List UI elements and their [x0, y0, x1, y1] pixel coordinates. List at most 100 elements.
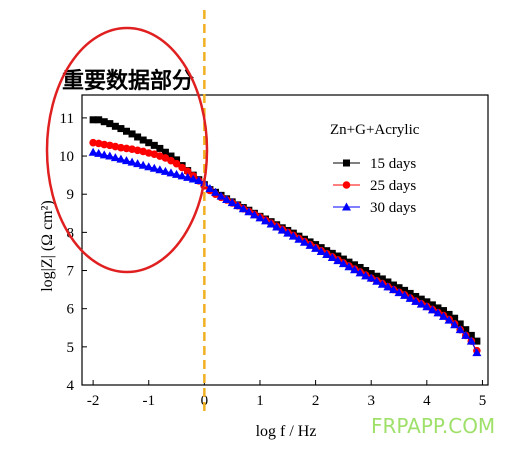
- data-point: [450, 320, 460, 329]
- x-tick-label: 1: [256, 393, 264, 409]
- data-point: [406, 289, 414, 297]
- data-point: [305, 240, 315, 249]
- data-point: [139, 136, 147, 144]
- data-point: [88, 147, 98, 156]
- data-point: [161, 148, 169, 156]
- data-point: [401, 286, 409, 294]
- watermark: FRPAPP.COM: [371, 414, 495, 438]
- data-point: [89, 138, 97, 147]
- data-point: [350, 265, 360, 274]
- data-point: [122, 144, 131, 153]
- series-line: [93, 142, 478, 351]
- data-point: [249, 210, 259, 219]
- data-point: [128, 130, 136, 138]
- data-point: [462, 326, 470, 334]
- data-point: [334, 252, 342, 260]
- data-point: [427, 305, 437, 314]
- data-point: [445, 310, 453, 318]
- plot-frame: [81, 94, 489, 386]
- data-point: [117, 143, 125, 152]
- series-25-days: [89, 138, 481, 355]
- data-point: [394, 288, 404, 297]
- y-axis: 4 5 6 7 8 9 10 11: [59, 111, 87, 394]
- series-layer: [88, 116, 482, 357]
- data-point: [434, 304, 442, 312]
- data-point: [173, 156, 181, 164]
- data-point: [138, 160, 148, 169]
- data-point: [416, 299, 426, 308]
- data-point: [422, 302, 432, 311]
- data-point: [345, 258, 353, 266]
- data-point: [367, 270, 375, 278]
- y-axis-label: log|Z| (Ω cm²): [39, 200, 56, 292]
- legend-marker: [342, 202, 351, 211]
- data-point: [95, 116, 103, 124]
- data-point: [100, 118, 108, 126]
- data-point: [351, 261, 359, 269]
- data-point: [400, 290, 410, 299]
- data-point: [440, 307, 448, 315]
- data-point: [94, 148, 104, 157]
- data-point: [456, 320, 464, 328]
- data-point: [412, 292, 420, 300]
- y-tick-label: 4: [67, 378, 75, 394]
- y-tick-label: 5: [67, 340, 75, 356]
- data-point: [339, 255, 347, 263]
- data-point: [444, 315, 454, 324]
- y-tick-label: 6: [67, 302, 75, 318]
- y-tick-label: 9: [67, 187, 75, 203]
- data-point: [316, 246, 326, 255]
- y-tick-label: 10: [59, 149, 74, 165]
- data-point: [106, 120, 114, 128]
- x-tick-label: 3: [367, 393, 375, 409]
- data-point: [344, 262, 354, 271]
- data-point: [144, 162, 154, 171]
- chart-heading: 重要数据部分: [62, 68, 194, 94]
- data-point: [134, 133, 142, 141]
- data-point: [338, 259, 348, 268]
- data-point: [266, 219, 276, 228]
- legend-marker: [342, 181, 351, 189]
- data-point: [277, 225, 287, 234]
- chart-subtitle: Zn+G+Acrylic: [330, 122, 420, 138]
- data-point: [167, 152, 175, 160]
- x-tick-label: -1: [142, 393, 155, 409]
- data-point: [183, 167, 192, 176]
- data-point: [466, 336, 476, 345]
- data-point: [166, 168, 176, 177]
- data-point: [423, 298, 431, 306]
- x-axis: -2 -1 0 1 2 3 4 5: [87, 380, 486, 409]
- x-tick-label: 5: [479, 393, 487, 409]
- x-tick-label: 0: [201, 393, 209, 409]
- data-point: [322, 250, 332, 258]
- data-point: [373, 272, 381, 280]
- data-point: [149, 163, 159, 172]
- data-point: [216, 191, 226, 200]
- x-tick-label: 4: [423, 393, 431, 409]
- data-point: [233, 201, 243, 210]
- data-point: [433, 308, 443, 317]
- data-point: [194, 175, 204, 184]
- data-point: [145, 139, 153, 147]
- data-point: [299, 237, 309, 246]
- data-point: [405, 293, 415, 302]
- data-point: [389, 281, 397, 289]
- data-point: [439, 311, 449, 320]
- data-point: [366, 273, 376, 282]
- data-point: [167, 156, 175, 165]
- data-point: [272, 222, 282, 231]
- data-point: [89, 116, 97, 124]
- data-point: [205, 183, 215, 192]
- legend-label: 30 days: [370, 200, 416, 216]
- data-point: [183, 172, 193, 181]
- data-point: [383, 282, 393, 291]
- highlight-ellipse: [45, 26, 209, 274]
- data-point: [473, 337, 481, 345]
- y-tick-label: 7: [67, 264, 75, 280]
- data-point: [244, 207, 254, 216]
- legend-label: 15 days: [370, 156, 416, 172]
- data-point: [388, 285, 398, 294]
- data-point: [188, 174, 198, 183]
- data-point: [222, 195, 232, 204]
- data-point: [451, 314, 459, 322]
